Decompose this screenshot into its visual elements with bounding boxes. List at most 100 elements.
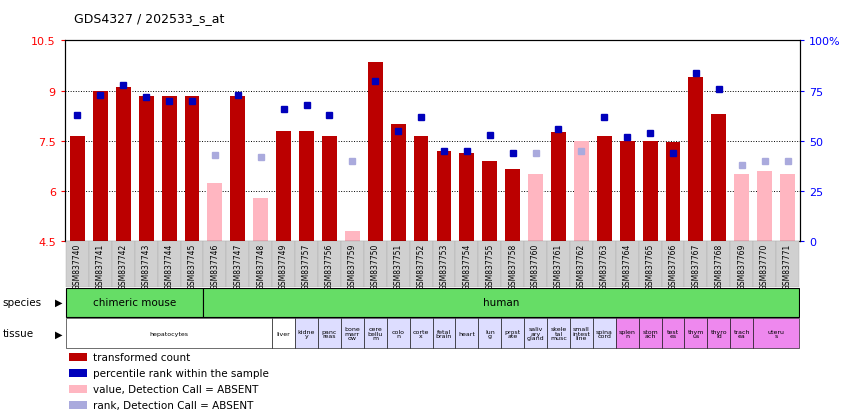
Text: GSM837770: GSM837770 — [760, 243, 769, 289]
Text: GSM837743: GSM837743 — [142, 243, 151, 289]
Bar — [112, 242, 135, 287]
Bar — [391, 125, 406, 242]
Bar — [638, 242, 662, 287]
Bar — [478, 242, 501, 287]
Bar — [387, 242, 410, 287]
Bar — [616, 242, 638, 287]
Bar — [299, 131, 314, 242]
Bar — [432, 242, 455, 287]
Text: GSM837749: GSM837749 — [279, 243, 288, 289]
Bar — [68, 385, 86, 393]
Text: thyro
id: thyro id — [710, 329, 727, 338]
Text: thym
us: thym us — [688, 329, 704, 338]
Bar — [184, 96, 200, 242]
Bar — [437, 152, 452, 242]
Bar — [501, 242, 524, 287]
Text: kidne
y: kidne y — [298, 329, 315, 338]
Bar — [570, 242, 593, 287]
Bar — [432, 319, 455, 349]
Bar — [249, 242, 272, 287]
Text: spina
cord: spina cord — [596, 329, 612, 338]
Bar — [295, 242, 318, 287]
Bar — [730, 242, 753, 287]
Bar — [478, 319, 501, 349]
Text: GSM837742: GSM837742 — [119, 243, 128, 289]
Text: test
es: test es — [667, 329, 679, 338]
Bar — [410, 242, 432, 287]
Bar — [455, 242, 478, 287]
Text: GSM837767: GSM837767 — [691, 243, 701, 289]
Bar — [345, 232, 360, 242]
Bar — [68, 353, 86, 361]
Text: GSM837760: GSM837760 — [531, 243, 540, 289]
Bar — [93, 91, 108, 242]
Text: GSM837744: GSM837744 — [164, 243, 174, 289]
Text: GSM837755: GSM837755 — [485, 243, 494, 289]
Bar — [593, 242, 616, 287]
Bar — [757, 171, 772, 242]
Text: value, Detection Call = ABSENT: value, Detection Call = ABSENT — [93, 384, 258, 394]
Text: ▶: ▶ — [54, 328, 62, 339]
Text: GSM837769: GSM837769 — [737, 243, 746, 289]
Text: percentile rank within the sample: percentile rank within the sample — [93, 368, 269, 378]
Bar — [318, 319, 341, 349]
Text: GSM837745: GSM837745 — [188, 243, 196, 289]
Bar — [138, 96, 154, 242]
Text: small
intest
line: small intest line — [573, 326, 590, 341]
Bar — [524, 242, 547, 287]
Bar — [364, 319, 387, 349]
Bar — [570, 319, 593, 349]
Bar — [368, 63, 382, 242]
Bar — [203, 242, 227, 287]
Text: GSM837768: GSM837768 — [714, 243, 723, 289]
Text: GSM837756: GSM837756 — [325, 243, 334, 289]
Bar — [66, 288, 203, 317]
Text: GSM837766: GSM837766 — [669, 243, 677, 289]
Bar — [66, 242, 89, 287]
Text: bone
marr
ow: bone marr ow — [344, 326, 360, 341]
Text: human: human — [483, 297, 519, 308]
Bar — [529, 175, 543, 242]
Bar — [276, 131, 291, 242]
Bar — [524, 319, 547, 349]
Text: GSM837763: GSM837763 — [599, 243, 609, 289]
Text: GSM837761: GSM837761 — [554, 243, 563, 289]
Text: hepatocytes: hepatocytes — [150, 331, 189, 336]
Bar — [157, 242, 181, 287]
Text: saliv
ary
gland: saliv ary gland — [527, 326, 544, 341]
Bar — [68, 401, 86, 409]
Bar — [776, 242, 799, 287]
Text: GSM837765: GSM837765 — [645, 243, 655, 289]
Bar — [272, 242, 295, 287]
Text: rank, Detection Call = ABSENT: rank, Detection Call = ABSENT — [93, 400, 253, 410]
Bar — [295, 319, 318, 349]
Bar — [455, 319, 478, 349]
Bar — [116, 88, 131, 242]
Bar — [753, 242, 776, 287]
Bar — [708, 319, 730, 349]
Bar — [547, 319, 570, 349]
Text: GSM837752: GSM837752 — [417, 243, 426, 289]
Text: GSM837751: GSM837751 — [394, 243, 402, 289]
Bar — [208, 183, 222, 242]
Text: GSM837748: GSM837748 — [256, 243, 266, 289]
Text: GSM837759: GSM837759 — [348, 243, 357, 289]
Text: heart: heart — [458, 331, 475, 336]
Bar — [501, 319, 524, 349]
Text: colo
n: colo n — [392, 329, 405, 338]
Bar — [162, 96, 176, 242]
Bar — [730, 319, 753, 349]
Bar — [483, 161, 497, 242]
Text: GSM837747: GSM837747 — [234, 243, 242, 289]
Text: cere
bellu
m: cere bellu m — [368, 326, 383, 341]
Bar — [410, 319, 432, 349]
Text: trach
ea: trach ea — [734, 329, 750, 338]
Text: GSM837741: GSM837741 — [96, 243, 105, 289]
Text: GSM837746: GSM837746 — [210, 243, 220, 289]
Bar — [227, 242, 249, 287]
Bar — [616, 319, 638, 349]
Text: tissue: tissue — [3, 328, 34, 339]
Bar — [66, 319, 272, 349]
Bar — [68, 369, 86, 377]
Text: prost
ate: prost ate — [504, 329, 521, 338]
